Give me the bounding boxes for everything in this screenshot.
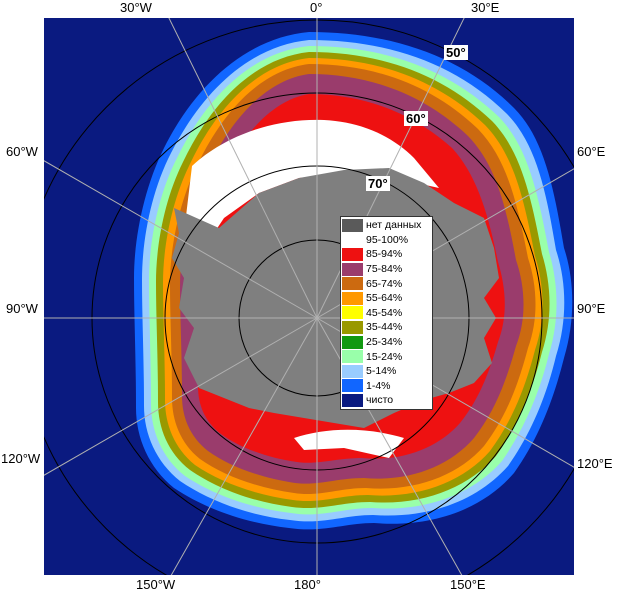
lon-label-60w: 60°W (6, 144, 38, 159)
legend-item: 25-34% (342, 335, 432, 350)
legend-item: 85-94% (342, 247, 432, 262)
legend-swatch (342, 247, 363, 261)
lon-label-150e: 150°E (450, 577, 486, 592)
legend-item: 35-44% (342, 320, 432, 335)
ice-band-95-100-south (294, 429, 404, 458)
legend-swatch (342, 320, 363, 334)
lon-label-90w: 90°W (6, 301, 38, 316)
lon-label-60e: 60°E (577, 144, 606, 159)
lat-label-60: 60° (404, 111, 428, 126)
legend: нет данных 95-100% 85-94% 75-84% 65-74% 55-64… (340, 216, 433, 410)
legend-swatch (342, 379, 363, 393)
legend-swatch (342, 306, 363, 320)
legend-label: 15-24% (366, 350, 403, 363)
legend-label: 35-44% (366, 321, 403, 334)
legend-label: 1-4% (366, 379, 391, 392)
lon-label-120e: 120°E (577, 456, 613, 471)
legend-swatch (342, 218, 363, 232)
legend-item: 75-84% (342, 262, 432, 277)
legend-item: 45-54% (342, 306, 432, 321)
lon-label-30e: 30°E (471, 0, 500, 15)
legend-swatch (342, 350, 363, 364)
legend-label: 5-14% (366, 365, 397, 378)
legend-item: нет данных (342, 218, 432, 233)
legend-item: 95-100% (342, 233, 432, 248)
legend-label: 95-100% (366, 233, 409, 246)
legend-swatch (342, 291, 363, 305)
lon-label-0: 0° (310, 0, 323, 15)
legend-label: 85-94% (366, 248, 403, 261)
lat-label-50: 50° (444, 45, 468, 60)
legend-item: чисто (342, 393, 432, 408)
legend-label: 45-54% (366, 306, 403, 319)
legend-swatch (342, 262, 363, 276)
legend-swatch (342, 335, 363, 349)
lon-label-90e: 90°E (577, 301, 606, 316)
legend-item: 5-14% (342, 364, 432, 379)
legend-item: 1-4% (342, 379, 432, 394)
map-canvas (44, 18, 574, 575)
legend-swatch (342, 233, 363, 247)
legend-item: 55-64% (342, 291, 432, 306)
legend-label: нет данных (366, 219, 422, 232)
ice-band-95-100 (184, 119, 439, 248)
legend-label: чисто (366, 394, 394, 407)
legend-item: 65-74% (342, 276, 432, 291)
lat-label-70: 70° (366, 176, 390, 191)
lon-label-150w: 150°W (136, 577, 176, 592)
legend-swatch (342, 393, 363, 407)
lon-label-180: 180° (294, 577, 321, 592)
sea-ice-map: 50° 60° 70° (44, 18, 574, 575)
legend-label: 25-34% (366, 336, 403, 349)
lon-label-120w: 120°W (1, 451, 41, 466)
legend-swatch (342, 364, 363, 378)
legend-item: 15-24% (342, 349, 432, 364)
legend-label: 75-84% (366, 263, 403, 276)
lon-label-30w: 30°W (120, 0, 152, 15)
legend-swatch (342, 277, 363, 291)
legend-label: 55-64% (366, 292, 403, 305)
legend-label: 65-74% (366, 277, 403, 290)
